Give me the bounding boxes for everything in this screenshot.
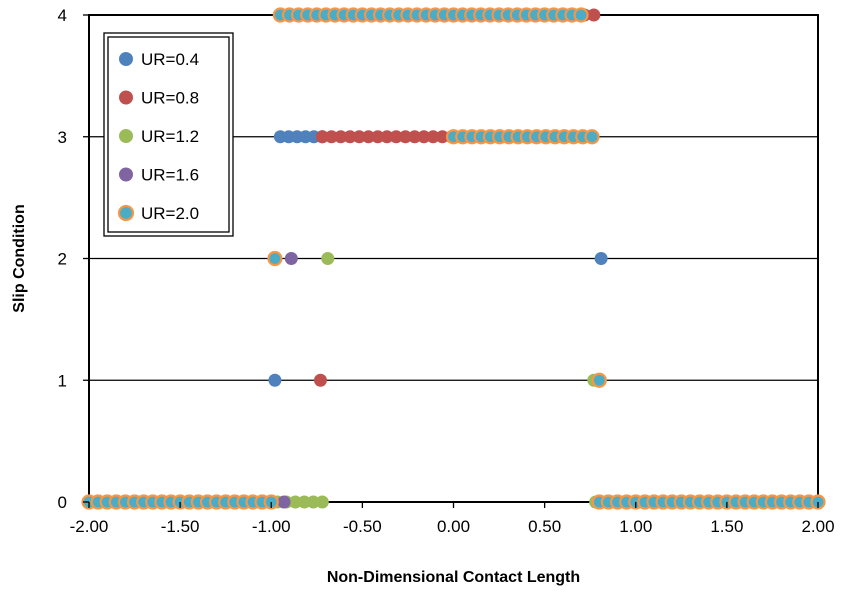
data-point [371, 130, 385, 144]
legend-box-inner [107, 36, 230, 233]
data-point [435, 130, 449, 144]
legend-marker-3 [119, 167, 133, 182]
legend-marker-2 [119, 129, 133, 143]
y-axis-title: Slip Condition [11, 204, 28, 312]
data-point [594, 252, 608, 265]
data-point [352, 130, 366, 144]
x-tick-label-3: -0.50 [343, 517, 382, 536]
data-point [306, 495, 320, 509]
x-tick-label-8: 2.00 [801, 517, 834, 536]
legend-marker-0 [119, 52, 133, 66]
data-point [277, 495, 291, 509]
data-point [573, 7, 589, 23]
legend-label-3: UR=1.6 [141, 166, 199, 185]
series-4 [81, 7, 826, 510]
data-point [343, 130, 357, 144]
data-point [315, 130, 329, 144]
data-point [426, 130, 440, 144]
legend-box-outer [103, 32, 234, 237]
data-point [417, 130, 431, 144]
x-tick-label-1: -1.50 [161, 517, 200, 536]
data-point [267, 250, 283, 267]
legend-label-1: UR=0.8 [141, 89, 199, 108]
data-point [380, 130, 394, 144]
x-tick-label-4: 0.00 [437, 517, 470, 536]
legend-marker-4 [117, 204, 135, 222]
data-point [315, 495, 329, 509]
data-point [313, 373, 327, 387]
data-point [587, 8, 601, 22]
data-point [361, 130, 375, 144]
y-tick-label-3: 3 [58, 128, 67, 147]
series-3 [277, 252, 298, 509]
y-tick-label-4: 4 [58, 6, 67, 25]
legend-label-4: UR=2.0 [141, 204, 199, 223]
y-tick-label-0: 0 [58, 493, 67, 512]
data-point [288, 495, 302, 509]
x-tick-label-0: -2.00 [70, 517, 109, 536]
y-axis-ticks: 0 1 2 3 4 [58, 6, 89, 512]
data-points [81, 7, 826, 510]
data-point [591, 372, 607, 388]
data-point [389, 130, 403, 144]
legend-label-2: UR=1.2 [141, 127, 199, 146]
x-tick-label-5: 0.50 [528, 517, 561, 536]
data-point [268, 373, 282, 387]
data-point [584, 129, 600, 145]
data-point [284, 252, 298, 265]
legend: UR=0.4 UR=0.8 UR=1.2 UR=1.6 UR=2.0 [103, 32, 234, 237]
data-point [321, 252, 335, 265]
legend-label-0: UR=0.4 [141, 50, 199, 69]
x-tick-label-6: 1.00 [619, 517, 652, 536]
y-tick-label-2: 2 [58, 250, 67, 269]
data-point [408, 130, 422, 144]
y-tick-label-1: 1 [58, 371, 67, 390]
legend-marker-1 [119, 90, 133, 105]
x-axis-title: Non-Dimensional Contact Length [327, 569, 580, 586]
data-point [325, 130, 339, 144]
x-tick-label-2: -1.00 [252, 517, 291, 536]
x-tick-label-7: 1.50 [710, 517, 743, 536]
data-point [297, 495, 311, 509]
x-axis-ticks: -2.00 -1.50 -1.00 -0.50 0.00 0.50 1.00 1.50 2.00 [70, 502, 835, 536]
data-point [334, 130, 348, 144]
data-point [398, 130, 412, 144]
